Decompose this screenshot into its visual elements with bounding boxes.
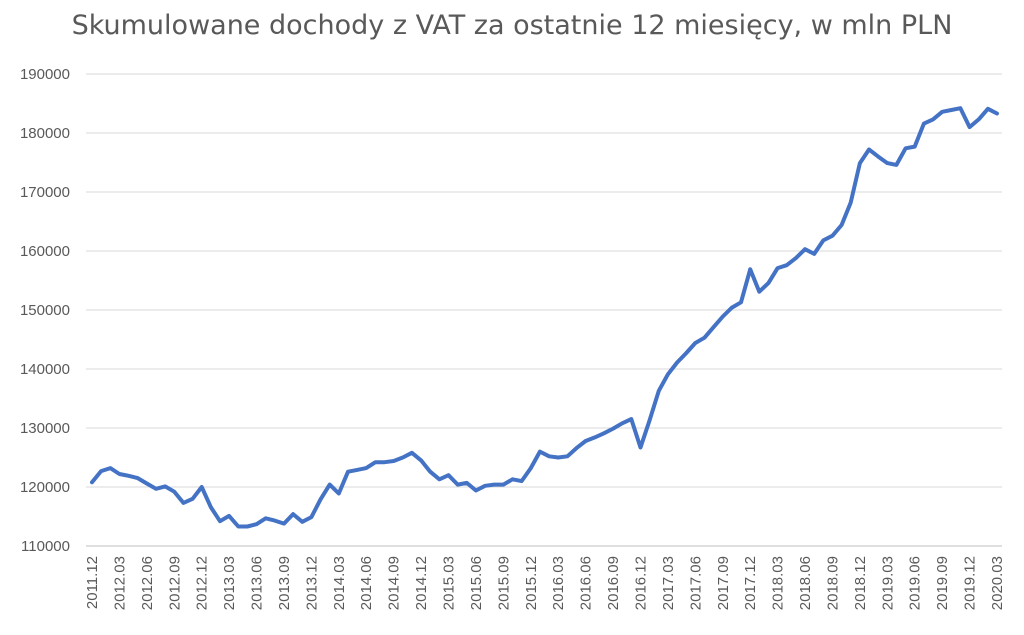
y-tick-label: 150000 xyxy=(20,302,70,319)
y-tick-label: 180000 xyxy=(20,125,70,142)
y-tick-label: 120000 xyxy=(20,479,70,496)
series-group xyxy=(90,106,999,529)
x-tick-label: 2016.06 xyxy=(578,556,595,610)
x-tick-label: 2013.12 xyxy=(303,556,320,610)
x-tick-label: 2012.06 xyxy=(139,556,156,610)
x-tick-label: 2018.06 xyxy=(797,556,814,610)
y-tick-label: 160000 xyxy=(20,243,70,260)
x-tick-label: 2019.12 xyxy=(962,556,979,610)
y-tick-label: 170000 xyxy=(20,184,70,201)
y-tick-label: 110000 xyxy=(21,538,70,555)
x-tick-label: 2017.12 xyxy=(742,556,759,610)
x-tick-label: 2014.03 xyxy=(331,556,348,610)
gridlines xyxy=(86,73,1002,547)
x-tick-label: 2019.03 xyxy=(879,556,896,610)
x-tick-label: 2012.03 xyxy=(111,556,128,610)
x-tick-label: 2017.03 xyxy=(660,556,677,610)
x-tick-label: 2015.09 xyxy=(495,556,512,610)
x-tick-label: 2014.06 xyxy=(358,556,375,610)
x-tick-label: 2019.09 xyxy=(934,556,951,610)
y-tick-label: 130000 xyxy=(20,420,70,437)
y-tick-label: 190000 xyxy=(20,66,70,83)
x-tick-label: 2013.09 xyxy=(276,556,293,610)
x-tick-label: 2017.06 xyxy=(687,556,704,610)
x-tick-label: 2013.03 xyxy=(221,556,238,610)
x-tick-label: 2013.06 xyxy=(249,556,266,610)
chart-title: Skumulowane dochody z VAT za ostatnie 12… xyxy=(71,10,953,41)
y-axis-ticks: 190000 180000 170000 160000 150000 140000 1300… xyxy=(20,66,70,555)
x-tick-label: 2016.09 xyxy=(605,556,622,610)
x-tick-label: 2014.09 xyxy=(386,556,403,610)
x-tick-label: 2017.09 xyxy=(715,556,732,610)
x-tick-label: 2011.12 xyxy=(84,556,101,609)
x-tick-label: 2018.09 xyxy=(824,556,841,610)
x-tick-label: 2016.03 xyxy=(550,556,567,610)
x-tick-label: 2012.12 xyxy=(194,556,211,610)
x-tick-label: 2018.03 xyxy=(770,556,787,610)
x-tick-label: 2016.12 xyxy=(632,556,649,610)
x-tick-label: 2019.06 xyxy=(907,556,924,610)
x-tick-label: 2015.12 xyxy=(523,556,540,610)
x-tick-label: 2018.12 xyxy=(852,556,869,610)
x-tick-label: 2014.12 xyxy=(413,556,430,610)
x-tick-label: 2012.09 xyxy=(166,556,183,610)
x-axis-ticks: 2011.12 2012.03 2012.06 2012.09 2012.12 2013.… xyxy=(84,556,1006,610)
x-tick-label: 2015.06 xyxy=(468,556,485,610)
x-tick-label: 2020.03 xyxy=(989,556,1006,610)
series-line xyxy=(90,106,999,529)
y-tick-label: 140000 xyxy=(20,361,70,378)
x-tick-label: 2015.03 xyxy=(441,556,458,610)
